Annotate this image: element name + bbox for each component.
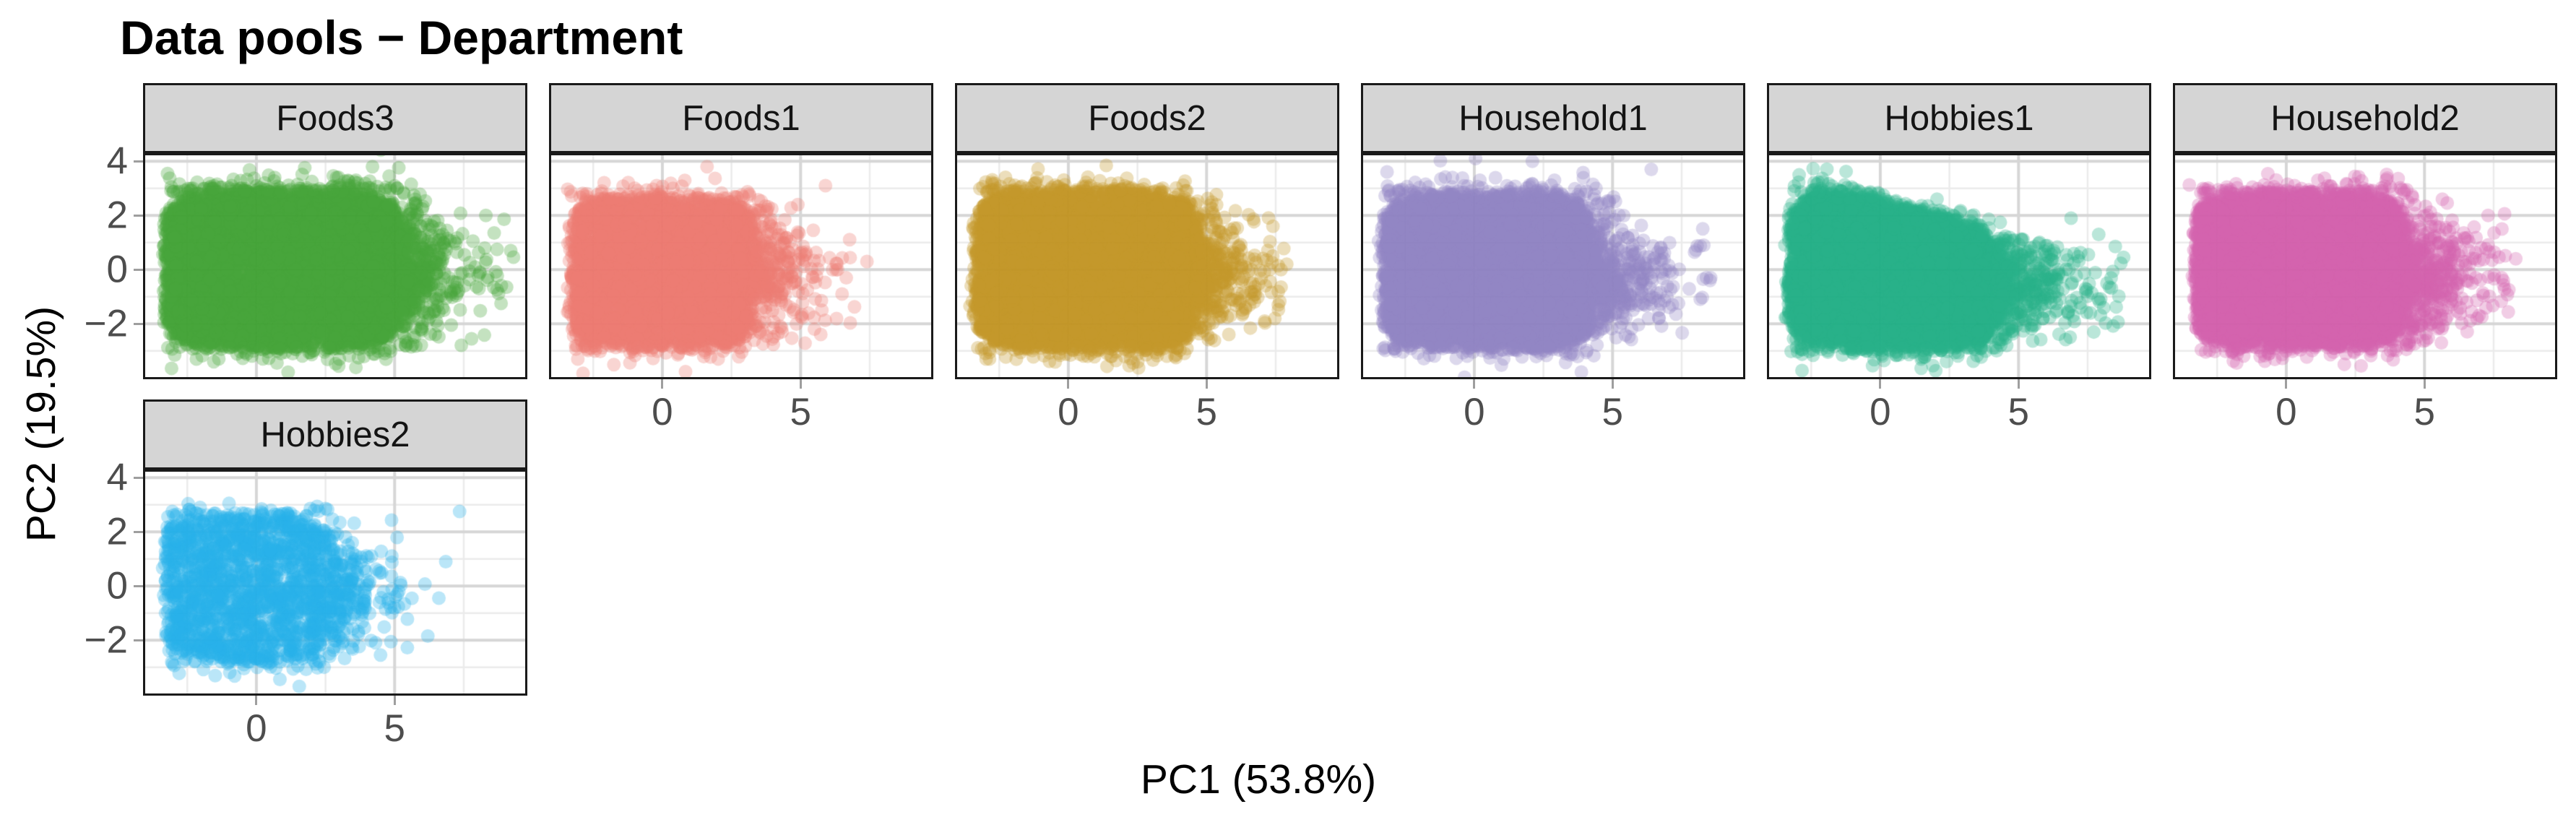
y-tick-label: 0 (106, 564, 128, 608)
facet-label: Hobbies1 (1884, 98, 2034, 138)
x-tick-label: 0 (1058, 391, 1079, 433)
x-tick-mark (255, 696, 258, 705)
y-tick-label: 2 (106, 510, 128, 553)
points-canvas (145, 155, 525, 377)
x-tick-mark (1611, 379, 1614, 389)
y-tick-mark (134, 322, 143, 325)
x-tick-label: 5 (790, 391, 812, 433)
x-tick-mark (393, 696, 396, 705)
y-tick-label: 0 (106, 248, 128, 291)
x-tick-mark (1473, 379, 1476, 389)
y-tick-mark (134, 639, 143, 641)
y-tick-mark (134, 214, 143, 217)
points-canvas (1769, 155, 2149, 377)
points-canvas (145, 472, 525, 693)
facet-strip: Hobbies2 (143, 399, 527, 470)
x-tick-mark (1205, 379, 1208, 389)
scatter-panel (955, 153, 1339, 379)
x-tick-mark (2017, 379, 2020, 389)
x-tick-mark (799, 379, 802, 389)
facet-strip: Household2 (2173, 83, 2557, 153)
y-tick-mark (134, 584, 143, 587)
x-tick-label: 0 (2275, 391, 2297, 433)
facet-label: Foods3 (276, 98, 394, 138)
points-canvas (1363, 155, 1743, 377)
facet-strip: Hobbies1 (1767, 83, 2151, 153)
x-tick-label: 5 (384, 707, 406, 750)
points-canvas (551, 155, 931, 377)
scatter-panel (143, 153, 527, 379)
x-tick-label: 0 (246, 707, 267, 750)
facet-label: Foods1 (682, 98, 800, 138)
x-tick-label: 0 (1464, 391, 1485, 433)
points-canvas (957, 155, 1337, 377)
scatter-panel (1767, 153, 2151, 379)
y-tick-label: 2 (106, 194, 128, 237)
y-tick-mark (134, 476, 143, 479)
x-tick-label: 5 (1602, 391, 1624, 433)
facet-strip: Foods2 (955, 83, 1339, 153)
y-tick-label: 4 (106, 456, 128, 499)
facet-label: Household1 (1458, 98, 1648, 138)
y-tick-label: −2 (84, 618, 128, 662)
y-tick-mark (134, 268, 143, 271)
scatter-panel (143, 470, 527, 696)
x-axis-title: PC1 (53.8%) (1140, 756, 1377, 803)
facet-label: Household2 (2270, 98, 2460, 138)
y-tick-label: 4 (106, 139, 128, 183)
y-tick-mark (134, 160, 143, 163)
x-tick-mark (1067, 379, 1070, 389)
facet-strip: Foods1 (549, 83, 933, 153)
x-tick-label: 0 (652, 391, 673, 433)
facet-label: Hobbies2 (260, 415, 410, 454)
x-tick-mark (661, 379, 664, 389)
scatter-panel (2173, 153, 2557, 379)
chart-title: Data pools − Department (120, 11, 683, 64)
scatter-panel (549, 153, 933, 379)
facet-strip: Foods3 (143, 83, 527, 153)
facet-label: Foods2 (1088, 98, 1206, 138)
x-tick-mark (2423, 379, 2426, 389)
y-tick-mark (134, 530, 143, 533)
x-tick-label: 5 (2007, 391, 2030, 433)
facet-strip: Household1 (1361, 83, 1745, 153)
x-tick-label: 5 (2413, 391, 2436, 433)
scatter-panel (1361, 153, 1745, 379)
x-tick-mark (1879, 379, 1882, 389)
y-tick-label: −2 (84, 302, 128, 345)
points-canvas (2175, 155, 2555, 377)
x-tick-label: 5 (1196, 391, 1218, 433)
x-tick-label: 0 (1870, 391, 1891, 433)
x-tick-mark (2285, 379, 2288, 389)
